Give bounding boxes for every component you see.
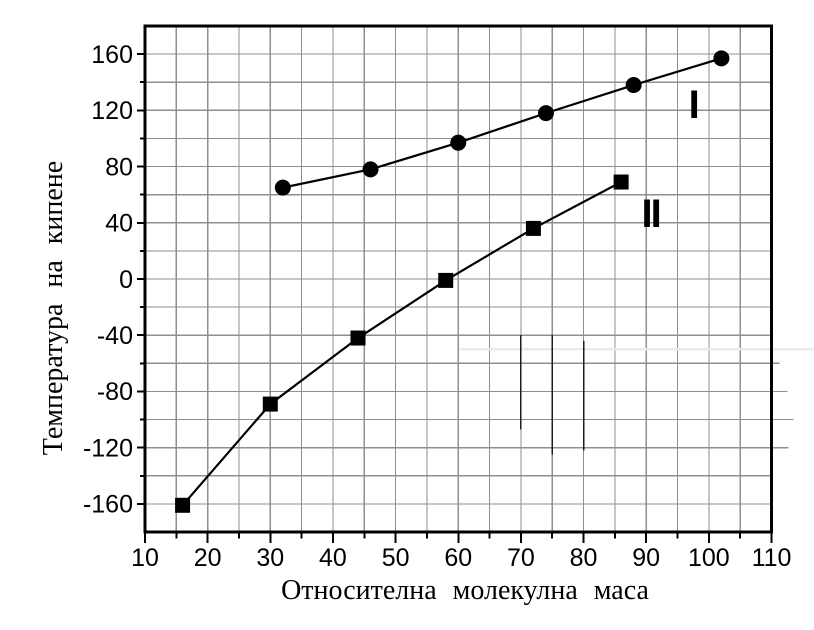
y-tick-label: 40 <box>105 210 133 238</box>
y-tick-label: -40 <box>97 322 133 350</box>
y-axis-title: Температура на кипене <box>38 160 69 456</box>
series-I-marker <box>625 77 642 94</box>
series-II-marker <box>438 272 454 288</box>
x-tick-label: 30 <box>256 544 284 572</box>
x-tick-label: 50 <box>382 544 410 572</box>
x-tick-label: 80 <box>570 544 598 572</box>
x-tick-label: 100 <box>688 544 730 572</box>
y-tick-label: 160 <box>91 41 133 69</box>
x-tick-label: 20 <box>194 544 222 572</box>
x-tick-label: 40 <box>319 544 347 572</box>
series-I-marker <box>537 105 554 122</box>
y-tick-label: -160 <box>83 491 133 519</box>
series-I-marker <box>362 161 379 178</box>
series-II-marker <box>613 174 629 190</box>
x-tick-label: 10 <box>131 544 159 572</box>
series-I-marker <box>713 50 730 67</box>
series-II-marker <box>175 497 191 513</box>
x-tick-label: 90 <box>632 544 660 572</box>
series-label-II: II <box>641 191 661 236</box>
series-II-marker <box>262 396 278 412</box>
series-I-marker <box>450 134 467 151</box>
series-label-I: I <box>688 82 700 127</box>
series-II-marker <box>350 330 366 346</box>
series-I-line <box>282 57 722 189</box>
y-tick-label: -80 <box>97 378 133 406</box>
series-I-marker <box>274 179 291 196</box>
y-tick-label: 120 <box>91 97 133 125</box>
y-tick-label: 80 <box>105 153 133 181</box>
series-II-line <box>181 181 622 507</box>
y-tick-label: -120 <box>83 434 133 462</box>
y-tick-label: 0 <box>119 266 133 294</box>
x-tick-label: 60 <box>444 544 472 572</box>
x-tick-label: 70 <box>507 544 535 572</box>
x-axis-title: Относителна молекулна маса <box>281 575 649 606</box>
series-II-marker <box>525 220 541 236</box>
x-tick-label: 110 <box>752 544 792 572</box>
